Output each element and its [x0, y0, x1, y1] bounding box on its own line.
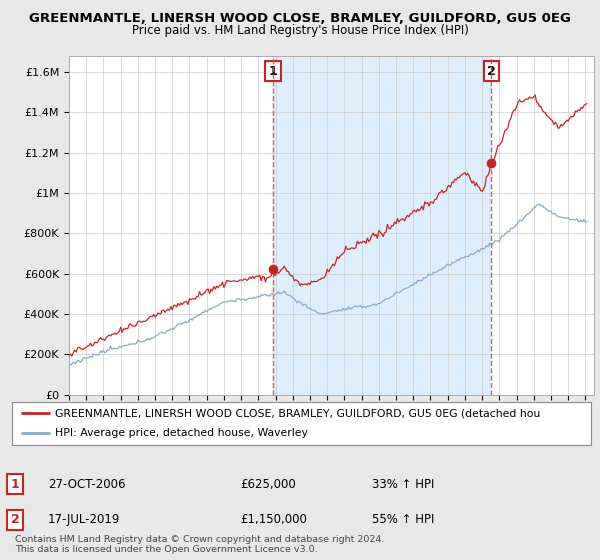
Bar — [272, 56, 491, 395]
Text: GREENMANTLE, LINERSH WOOD CLOSE, BRAMLEY, GUILDFORD, GU5 0EG (detached hou: GREENMANTLE, LINERSH WOOD CLOSE, BRAMLEY… — [55, 408, 541, 418]
Text: 2: 2 — [487, 65, 496, 78]
Text: 27-OCT-2006: 27-OCT-2006 — [48, 478, 125, 491]
Text: HPI: Average price, detached house, Waverley: HPI: Average price, detached house, Wave… — [55, 428, 308, 438]
Text: £1,150,000: £1,150,000 — [240, 513, 307, 526]
Text: Contains HM Land Registry data © Crown copyright and database right 2024.
This d: Contains HM Land Registry data © Crown c… — [15, 535, 385, 554]
Text: 55% ↑ HPI: 55% ↑ HPI — [372, 513, 434, 526]
Text: GREENMANTLE, LINERSH WOOD CLOSE, BRAMLEY, GUILDFORD, GU5 0EG: GREENMANTLE, LINERSH WOOD CLOSE, BRAMLEY… — [29, 12, 571, 25]
Text: 1: 1 — [268, 65, 277, 78]
Text: 2: 2 — [11, 513, 19, 526]
Text: £625,000: £625,000 — [240, 478, 296, 491]
Text: 33% ↑ HPI: 33% ↑ HPI — [372, 478, 434, 491]
Text: 1: 1 — [11, 478, 19, 491]
Text: Price paid vs. HM Land Registry's House Price Index (HPI): Price paid vs. HM Land Registry's House … — [131, 24, 469, 37]
Text: 17-JUL-2019: 17-JUL-2019 — [48, 513, 121, 526]
